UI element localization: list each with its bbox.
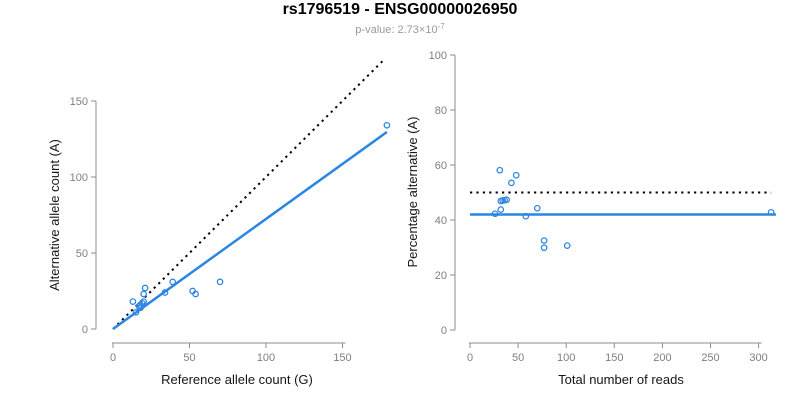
data-point — [192, 290, 199, 298]
data-point — [129, 298, 137, 305]
data-point — [140, 298, 147, 305]
x-axis-title: Reference allele count (G) — [161, 372, 313, 387]
data-point — [512, 171, 520, 179]
data-point — [141, 284, 149, 292]
x-tick-label: 250 — [701, 352, 719, 364]
x-tick-label: 0 — [467, 352, 473, 364]
y-tick-label: 100 — [429, 50, 447, 62]
data-point — [533, 204, 541, 212]
x-tick-label: 100 — [557, 352, 575, 364]
data-point — [138, 299, 146, 307]
x-tick-label: 150 — [333, 352, 351, 364]
data-point — [563, 242, 571, 249]
x-tick-label: 200 — [653, 352, 671, 364]
data-point — [503, 196, 510, 204]
data-point — [132, 308, 140, 316]
y-tick-label: 80 — [435, 105, 447, 117]
x-tick-label: 100 — [257, 352, 275, 364]
fit-line — [112, 130, 388, 331]
x-axis-title: Total number of reads — [558, 372, 684, 387]
data-point — [496, 166, 504, 174]
data-point — [540, 237, 548, 244]
y-tick-label: 150 — [70, 96, 88, 108]
data-point — [508, 179, 515, 187]
data-point — [383, 121, 391, 129]
y-tick-label: 50 — [76, 248, 88, 260]
data-point — [161, 289, 169, 296]
data-point — [767, 208, 775, 216]
y-axis-title: Percentage alternative (A) — [405, 116, 420, 267]
right-scatter-panel: 0 50 100 150 200 250 300 0 20 40 60 80 100 Total numb… — [405, 50, 776, 387]
y-tick-label: 0 — [82, 324, 88, 336]
y-tick-label: 40 — [435, 215, 447, 227]
data-point — [169, 278, 177, 286]
left-scatter-panel: 0 50 100 150 0 50 100 150 Reference allele count… — [47, 57, 391, 387]
data-point — [491, 210, 499, 218]
identity-line — [112, 57, 387, 330]
y-axis-title: Alternative allele count (A) — [47, 139, 62, 291]
data-point — [540, 244, 548, 252]
y-tick-label: 100 — [70, 172, 88, 184]
x-tick-label: 150 — [605, 352, 623, 364]
y-tick-label: 20 — [435, 270, 447, 282]
y-tick-label: 0 — [441, 325, 447, 337]
x-tick-label: 50 — [183, 352, 195, 364]
data-point — [522, 212, 530, 220]
data-point — [140, 290, 147, 298]
data-point — [497, 206, 505, 213]
data-point — [216, 278, 224, 286]
x-tick-label: 300 — [749, 352, 767, 364]
y-tick-label: 60 — [435, 160, 447, 172]
x-tick-label: 0 — [110, 352, 116, 364]
x-tick-label: 50 — [512, 352, 524, 364]
